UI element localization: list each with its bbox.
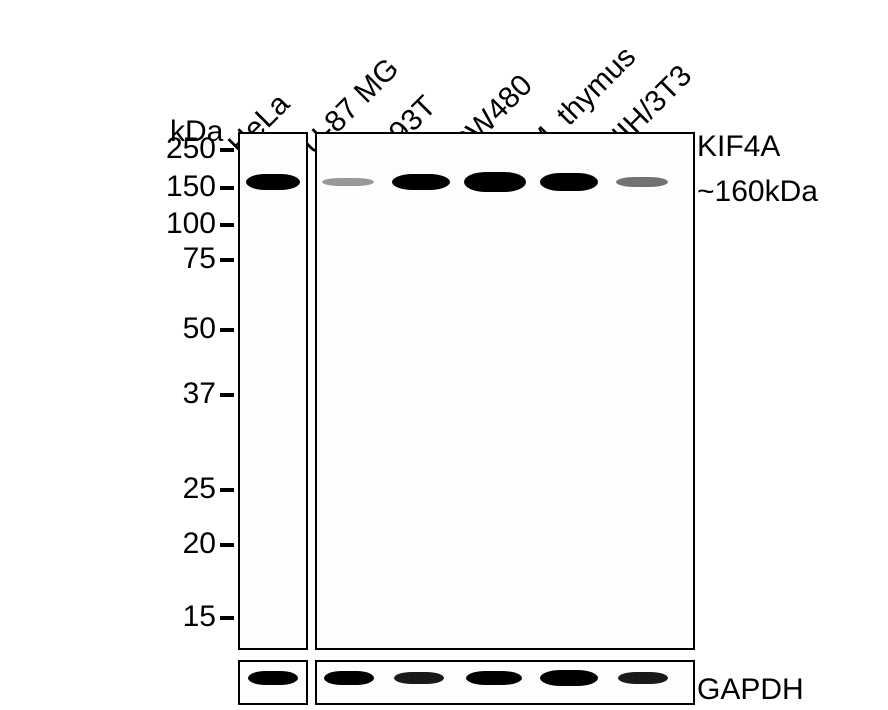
ladder-label: 150 bbox=[146, 170, 216, 204]
band bbox=[322, 178, 374, 186]
blot-box-main_right bbox=[315, 132, 695, 650]
band bbox=[392, 174, 450, 190]
ladder-tick bbox=[220, 616, 234, 620]
ladder-label: 15 bbox=[146, 600, 216, 634]
ladder-tick bbox=[220, 328, 234, 332]
ladder-label: 20 bbox=[146, 527, 216, 561]
band bbox=[466, 671, 522, 685]
blot-box-main_left bbox=[238, 132, 308, 650]
ladder-tick bbox=[220, 186, 234, 190]
ladder-label: 100 bbox=[146, 207, 216, 241]
ladder-label: 37 bbox=[146, 377, 216, 411]
band bbox=[618, 672, 668, 684]
band bbox=[394, 672, 444, 684]
band bbox=[246, 174, 300, 190]
right-label: KIF4A bbox=[697, 130, 780, 164]
right-label: ~160kDa bbox=[697, 175, 818, 209]
ladder-label: 75 bbox=[146, 242, 216, 276]
ladder-label: 50 bbox=[146, 312, 216, 346]
ladder-tick bbox=[220, 488, 234, 492]
ladder-label: 25 bbox=[146, 472, 216, 506]
ladder-label: 250 bbox=[146, 132, 216, 166]
band bbox=[324, 671, 374, 685]
band bbox=[248, 671, 298, 685]
ladder-tick bbox=[220, 543, 234, 547]
band bbox=[616, 177, 668, 187]
band bbox=[464, 172, 526, 192]
right-label: GAPDH bbox=[697, 673, 804, 707]
ladder-tick bbox=[220, 258, 234, 262]
band bbox=[540, 670, 598, 686]
band bbox=[540, 173, 598, 191]
ladder-tick bbox=[220, 223, 234, 227]
ladder-tick bbox=[220, 393, 234, 397]
